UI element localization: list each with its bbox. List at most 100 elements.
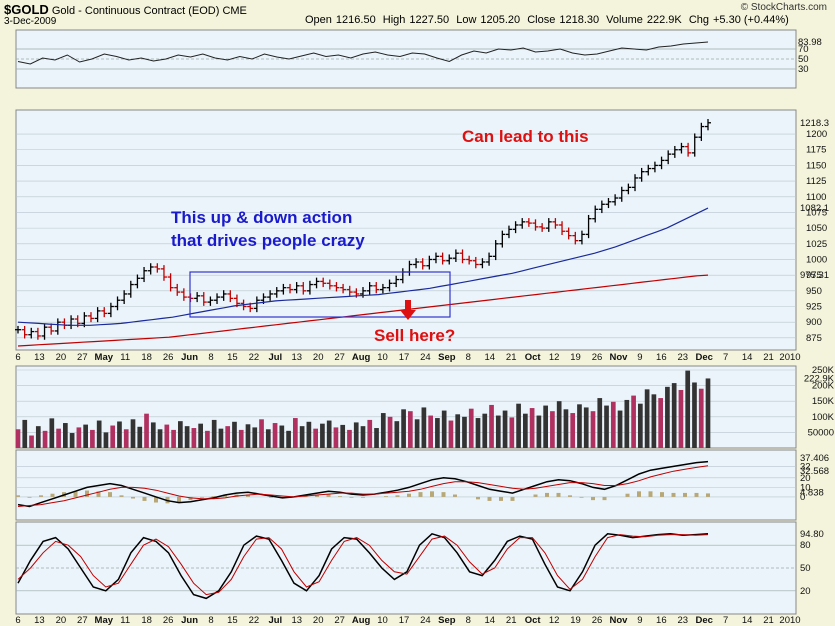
macd-hist-bar [85, 490, 89, 497]
price-tick-1000: 1000 [806, 254, 827, 265]
price-tick-1175: 1175 [806, 145, 826, 156]
volume-bar [408, 411, 413, 448]
volume-bar [15, 429, 21, 448]
x-tick-label: 10 [377, 352, 388, 363]
vol-last-label: 222.9K [804, 373, 835, 384]
x-tick-label: 13 [291, 352, 302, 363]
bottom-x-tick-label: Oct [525, 615, 542, 626]
volume-bar [638, 403, 643, 448]
volume-bar [428, 415, 433, 448]
x-tick-label: Oct [525, 352, 542, 363]
price-tick-925: 925 [806, 301, 822, 312]
annotation-sell: Sell here? [374, 326, 456, 345]
macd-tick: 0 [800, 492, 805, 503]
volume-bar [374, 428, 379, 448]
x-tick-label: Aug [352, 352, 371, 363]
high-value: 1227.50 [409, 14, 450, 26]
macd-hist-bar [648, 491, 653, 497]
x-tick-label: 6 [15, 352, 20, 363]
volume-bar [198, 423, 203, 448]
sell-arrow-icon [400, 300, 416, 320]
x-tick-label: 21 [506, 352, 517, 363]
volume-bar [482, 413, 488, 448]
bottom-x-tick-label: 20 [313, 615, 324, 626]
rsi-tick-70: 70 [798, 44, 809, 55]
bottom-x-tick-label: Dec [696, 615, 713, 626]
x-tick-label: 27 [77, 352, 88, 363]
bottom-x-tick-label: Aug [352, 615, 371, 626]
bottom-x-tick-label: 27 [77, 615, 88, 626]
macd-hist-bar [694, 492, 699, 497]
volume-bar [56, 428, 61, 448]
bottom-x-tick-label: 10 [377, 615, 388, 626]
stoch-tick: 50 [800, 563, 811, 574]
volume-bar [671, 383, 677, 448]
bottom-x-tick-label: 23 [677, 615, 688, 626]
chart-header: $GOLD Gold - Continuous Contract (EOD) C… [4, 2, 247, 17]
macd-hist-bar [349, 496, 354, 498]
volume-bar [462, 416, 467, 448]
instrument-name: Gold - Continuous Contract (EOD) [51, 5, 220, 17]
macd-tick: 20 [800, 473, 811, 484]
volume-bar [394, 421, 400, 448]
x-tick-label: 7 [723, 352, 728, 363]
price-tick-975: 975 [806, 270, 822, 281]
volume-bar [624, 399, 630, 448]
volume-bar [502, 410, 508, 448]
x-tick-label: 18 [141, 352, 152, 363]
volume-value: 222.9K [646, 14, 682, 26]
macd-hist-bar [200, 496, 204, 498]
rsi-tick-30: 30 [798, 64, 809, 75]
stoch-k-line [17, 532, 709, 600]
volume-bar [360, 426, 366, 448]
macd-hist-bar [568, 495, 572, 497]
macd-hist-bar [338, 496, 342, 497]
bottom-x-tick-label: Nov [609, 615, 628, 626]
chg-value: +5.30 (+0.44%) [713, 14, 789, 26]
macd-signal-line [17, 465, 709, 507]
volume-bar [83, 424, 88, 448]
macd-hist-bar [16, 495, 20, 497]
x-tick-label: 22 [249, 352, 260, 363]
volume-bar [252, 427, 258, 448]
stoch-d-line [17, 534, 709, 596]
x-tick-label: May [95, 352, 114, 363]
macd-hist-bar [96, 491, 101, 497]
volume-bar [644, 389, 650, 448]
x-tick-label: 11 [120, 352, 130, 363]
price-tick-1125: 1125 [806, 176, 826, 187]
macd-hist-bar [637, 491, 641, 497]
macd-hist-bar [119, 495, 124, 497]
bottom-x-tick-label: 21 [506, 615, 517, 626]
volume-bar [604, 405, 609, 448]
chart-date: 3-Dec-2009 [4, 16, 57, 27]
volume-bar [543, 405, 548, 448]
volume-bar [90, 429, 95, 448]
volume-bar [455, 414, 461, 448]
bottom-x-tick-label: 26 [592, 615, 603, 626]
volume-bar [380, 413, 386, 448]
macd-hist-bar [315, 495, 319, 497]
volume-bar [69, 433, 75, 448]
ma200-line [17, 274, 709, 347]
bottom-x-tick-label: 8 [208, 615, 213, 626]
macd-hist-bar [361, 496, 365, 498]
bottom-x-tick-label: 6 [15, 615, 20, 626]
volume-bar [658, 398, 663, 448]
volume-bar [103, 432, 109, 448]
bottom-x-tick-label: 11 [120, 615, 130, 626]
macd-hist-bar [50, 493, 55, 497]
signal-last-label: 32.568 [800, 466, 829, 477]
macd-hist-bar [660, 492, 664, 497]
volume-bar [218, 428, 224, 448]
bottom-x-tick-label: 14 [742, 615, 753, 626]
volume-bar [110, 425, 116, 448]
price-series [15, 119, 711, 347]
volume-bar [313, 428, 318, 448]
x-tick-label: Dec [696, 352, 713, 363]
volume-bar [178, 421, 183, 448]
volume-bar [238, 429, 244, 448]
macd-hist-bar [591, 496, 595, 501]
x-tick-label: 20 [313, 352, 324, 363]
x-tick-label: 12 [549, 352, 560, 363]
